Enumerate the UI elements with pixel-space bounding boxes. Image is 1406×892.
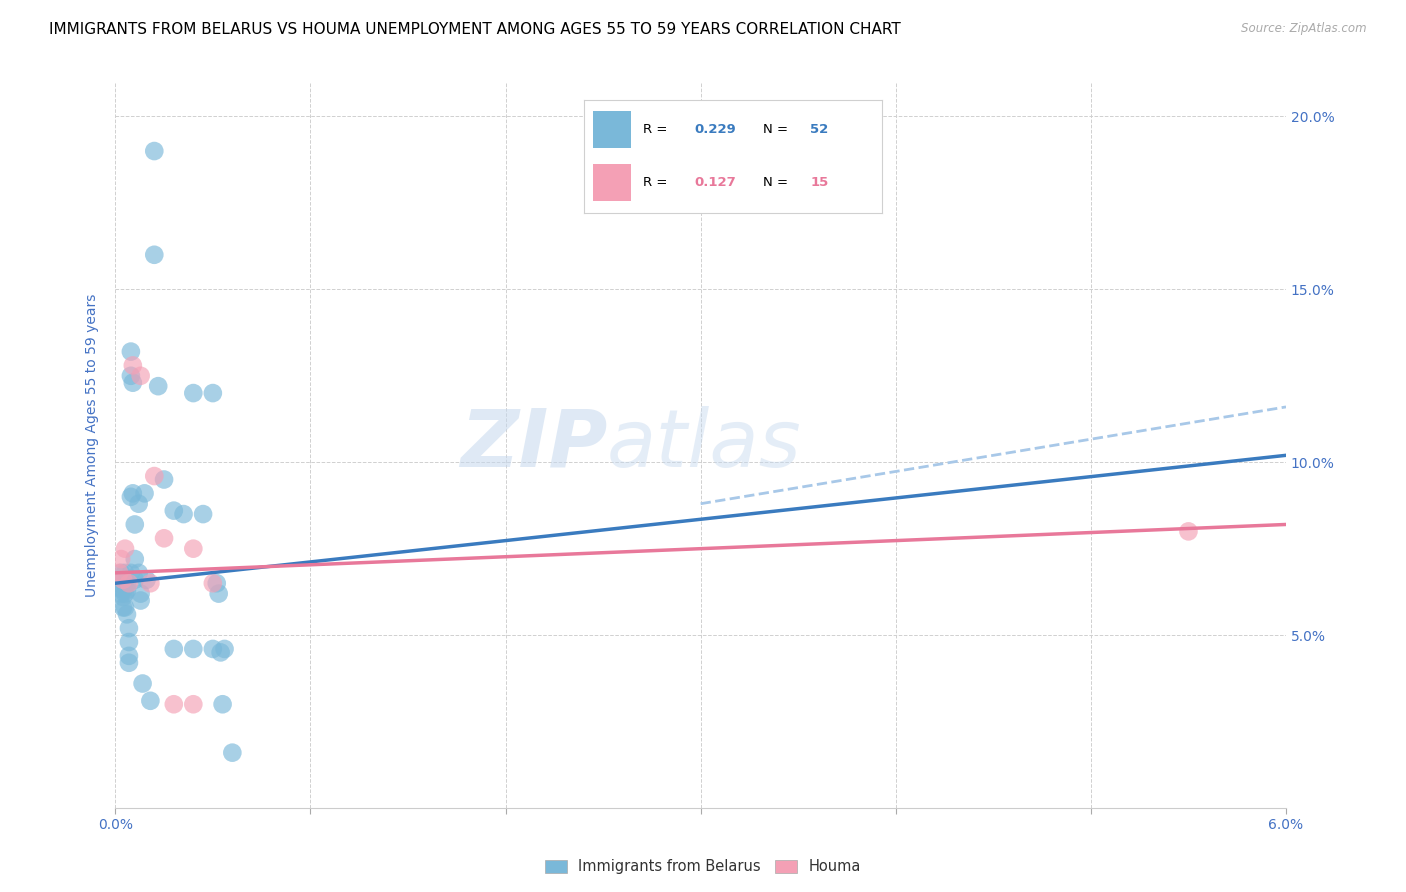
Point (135, 573, 157, 587)
Point (121, 376, 143, 390)
Point (121, 359, 143, 373)
Point (148, 379, 170, 393)
Y-axis label: Unemployment Among Ages 55 to 59 years: Unemployment Among Ages 55 to 59 years (86, 293, 100, 597)
Point (108, 576, 131, 591)
Point (143, 144, 166, 158)
Point (110, 552, 132, 566)
Point (181, 642, 204, 657)
Text: IMMIGRANTS FROM BELARUS VS HOUMA UNEMPLOYMENT AMONG AGES 55 TO 59 YEARS CORRELAT: IMMIGRANTS FROM BELARUS VS HOUMA UNEMPLO… (49, 22, 901, 37)
Point (129, 593, 152, 607)
Point (201, 576, 224, 591)
Point (121, 486, 143, 500)
Point (110, 586, 132, 600)
Point (108, 566, 131, 580)
Point (143, 248, 166, 262)
Point (114, 541, 136, 556)
Point (181, 386, 204, 401)
Point (115, 576, 138, 591)
Point (118, 648, 141, 663)
Point (131, 676, 153, 690)
Point (201, 642, 224, 657)
Point (120, 344, 142, 359)
Text: atlas: atlas (607, 406, 801, 484)
Point (115, 583, 138, 598)
Point (118, 621, 141, 635)
Point (112, 583, 135, 598)
Text: Source: ZipAtlas.com: Source: ZipAtlas.com (1241, 22, 1367, 36)
Point (163, 698, 186, 712)
Point (128, 497, 150, 511)
Point (139, 694, 162, 708)
Point (201, 386, 224, 401)
Point (128, 566, 150, 580)
Point (214, 642, 236, 657)
Point (115, 607, 138, 622)
Point (114, 586, 136, 600)
Point (124, 517, 146, 532)
Legend: Immigrants from Belarus, Houma: Immigrants from Belarus, Houma (538, 854, 868, 880)
Point (153, 531, 176, 545)
Point (114, 576, 136, 591)
Point (205, 576, 228, 591)
Point (173, 507, 195, 521)
Point (163, 642, 186, 657)
Point (118, 576, 141, 591)
Point (114, 600, 136, 615)
Point (112, 600, 135, 615)
Point (118, 635, 141, 649)
Point (124, 552, 146, 566)
Point (209, 645, 232, 659)
Point (143, 469, 166, 483)
Point (120, 368, 142, 383)
Point (181, 541, 204, 556)
Point (112, 590, 135, 604)
Point (134, 486, 156, 500)
Point (211, 698, 233, 712)
Point (221, 746, 243, 760)
Point (1177, 524, 1199, 539)
Point (120, 566, 142, 580)
Text: ZIP: ZIP (460, 406, 607, 484)
Point (118, 656, 141, 670)
Point (114, 566, 136, 580)
Point (139, 576, 162, 591)
Point (110, 566, 132, 580)
Point (208, 586, 231, 600)
Point (129, 368, 152, 383)
Point (120, 490, 142, 504)
Point (153, 473, 176, 487)
Point (163, 503, 186, 517)
Point (124, 573, 146, 587)
Point (112, 573, 135, 587)
Point (181, 698, 204, 712)
Point (191, 507, 214, 521)
Point (129, 586, 152, 600)
